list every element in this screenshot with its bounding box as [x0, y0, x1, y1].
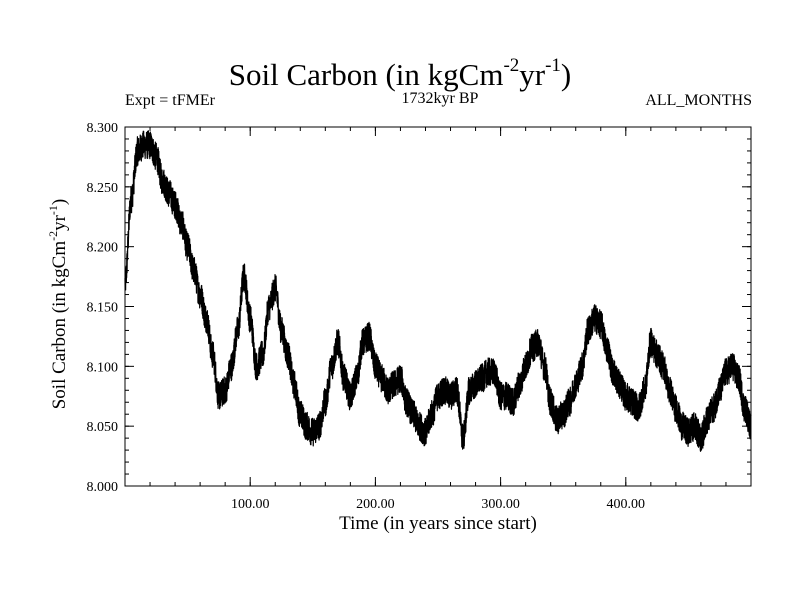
x-tick-label: 100.00 — [231, 497, 270, 512]
tick-labels: 8.000 8.050 8.100 8.150 8.200 8.250 8.300 100.0… — [87, 121, 646, 512]
plot-frame — [124, 126, 752, 487]
experiment-label: Expt = tFMEr — [125, 92, 215, 109]
tick-marks — [124, 126, 752, 487]
months-label: ALL_MONTHS — [645, 92, 752, 109]
chart-title: Soil Carbon (in kgCm-2yr-1) — [228, 55, 572, 92]
x-tick-label: 300.00 — [481, 497, 520, 512]
y-tick-label: 8.100 — [87, 360, 119, 375]
x-tick-label: 200.00 — [356, 497, 395, 512]
y-tick-label: 8.150 — [87, 301, 119, 316]
period-label: 1732kyr BP — [401, 90, 479, 107]
x-axis-label: Time (in years since start) — [339, 513, 537, 534]
y-tick-label: 8.000 — [87, 480, 119, 495]
series-line — [124, 130, 752, 452]
y-tick-label: 8.300 — [87, 121, 119, 136]
y-tick-label: 8.200 — [87, 241, 119, 256]
y-tick-label: 8.050 — [87, 420, 119, 435]
y-tick-label: 8.250 — [87, 181, 119, 196]
x-tick-label: 400.00 — [607, 497, 646, 512]
y-axis-label: Soil Carbon (in kgCm-2yr-1) — [46, 198, 70, 410]
series-layer — [124, 130, 752, 452]
